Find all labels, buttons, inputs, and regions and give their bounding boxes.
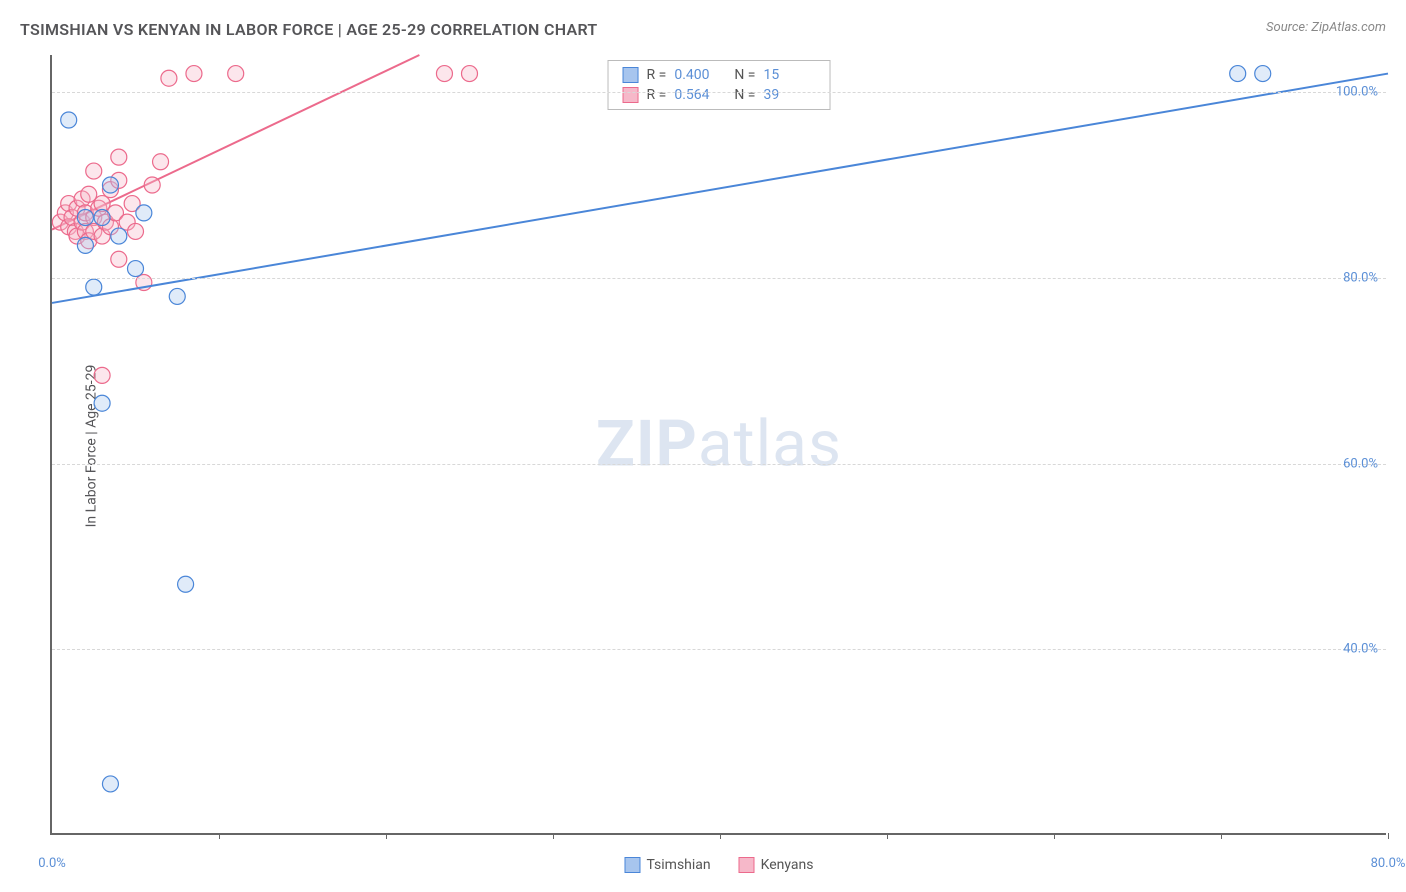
legend-n-tsimshian: 15: [763, 67, 815, 83]
source-text: Source: ZipAtlas.com: [1266, 20, 1386, 35]
legend-r-label: R =: [647, 87, 667, 103]
legend-n-kenyans: 39: [763, 87, 815, 103]
data-point-tsimshian: [169, 288, 185, 304]
data-point-tsimshian: [102, 776, 118, 792]
data-point-tsimshian: [77, 237, 93, 253]
data-point-kenyans: [161, 70, 177, 86]
gridline-h: [52, 92, 1386, 93]
legend-n-label: N =: [734, 67, 755, 83]
x-tick-mark: [386, 833, 387, 839]
data-point-kenyans: [94, 367, 110, 383]
data-point-tsimshian: [1230, 66, 1246, 82]
x-tick-mark: [1054, 833, 1055, 839]
data-point-tsimshian: [111, 228, 127, 244]
legend-n-label: N =: [734, 87, 755, 103]
data-point-tsimshian: [94, 395, 110, 411]
data-point-kenyans: [462, 66, 478, 82]
data-point-kenyans: [153, 154, 169, 170]
data-point-tsimshian: [128, 261, 144, 277]
data-point-kenyans: [228, 66, 244, 82]
chart-title: TSIMSHIAN VS KENYAN IN LABOR FORCE | AGE…: [20, 20, 598, 39]
y-tick-label: 40.0%: [1343, 642, 1378, 657]
gridline-h: [52, 278, 1386, 279]
x-tick-mark: [887, 833, 888, 839]
y-tick-label: 60.0%: [1343, 456, 1378, 471]
legend-label: Tsimshian: [646, 857, 710, 873]
data-point-kenyans: [436, 66, 452, 82]
legend-r-kenyans: 0.564: [674, 87, 726, 103]
gridline-h: [52, 649, 1386, 650]
data-point-kenyans: [111, 251, 127, 267]
x-tick-mark: [219, 833, 220, 839]
x-tick-label: 0.0%: [38, 856, 66, 871]
legend-swatch: [739, 857, 755, 873]
data-point-tsimshian: [61, 112, 77, 128]
data-point-kenyans: [144, 177, 160, 193]
legend-series: Tsimshian Kenyans: [624, 857, 813, 873]
data-point-tsimshian: [178, 576, 194, 592]
y-tick-label: 80.0%: [1343, 270, 1378, 285]
chart-svg: [52, 55, 1386, 833]
x-tick-mark: [553, 833, 554, 839]
legend-r-tsimshian: 0.400: [674, 67, 726, 83]
legend-row-tsimshian: R = 0.400 N = 15: [623, 65, 816, 85]
data-point-kenyans: [128, 223, 144, 239]
gridline-h: [52, 464, 1386, 465]
x-tick-mark: [1221, 833, 1222, 839]
data-point-tsimshian: [102, 177, 118, 193]
legend-item-kenyans: Kenyans: [739, 857, 814, 873]
legend-item-tsimshian: Tsimshian: [624, 857, 710, 873]
data-point-kenyans: [111, 149, 127, 165]
data-point-tsimshian: [77, 210, 93, 226]
data-point-tsimshian: [94, 210, 110, 226]
plot-area: ZIPatlas R = 0.400 N = 15 R = 0.564 N = …: [50, 55, 1386, 835]
data-point-tsimshian: [86, 279, 102, 295]
legend-correlation: R = 0.400 N = 15 R = 0.564 N = 39: [608, 60, 831, 110]
legend-r-label: R =: [647, 67, 667, 83]
data-point-kenyans: [86, 163, 102, 179]
x-tick-mark: [1388, 833, 1389, 839]
y-tick-label: 100.0%: [1336, 85, 1378, 100]
data-point-tsimshian: [136, 205, 152, 221]
legend-swatch-tsimshian: [623, 67, 639, 83]
legend-row-kenyans: R = 0.564 N = 39: [623, 85, 816, 105]
x-tick-label: 80.0%: [1371, 856, 1406, 871]
legend-label: Kenyans: [761, 857, 814, 873]
data-point-tsimshian: [1255, 66, 1271, 82]
x-tick-mark: [720, 833, 721, 839]
data-point-kenyans: [186, 66, 202, 82]
legend-swatch: [624, 857, 640, 873]
legend-swatch-kenyans: [623, 87, 639, 103]
